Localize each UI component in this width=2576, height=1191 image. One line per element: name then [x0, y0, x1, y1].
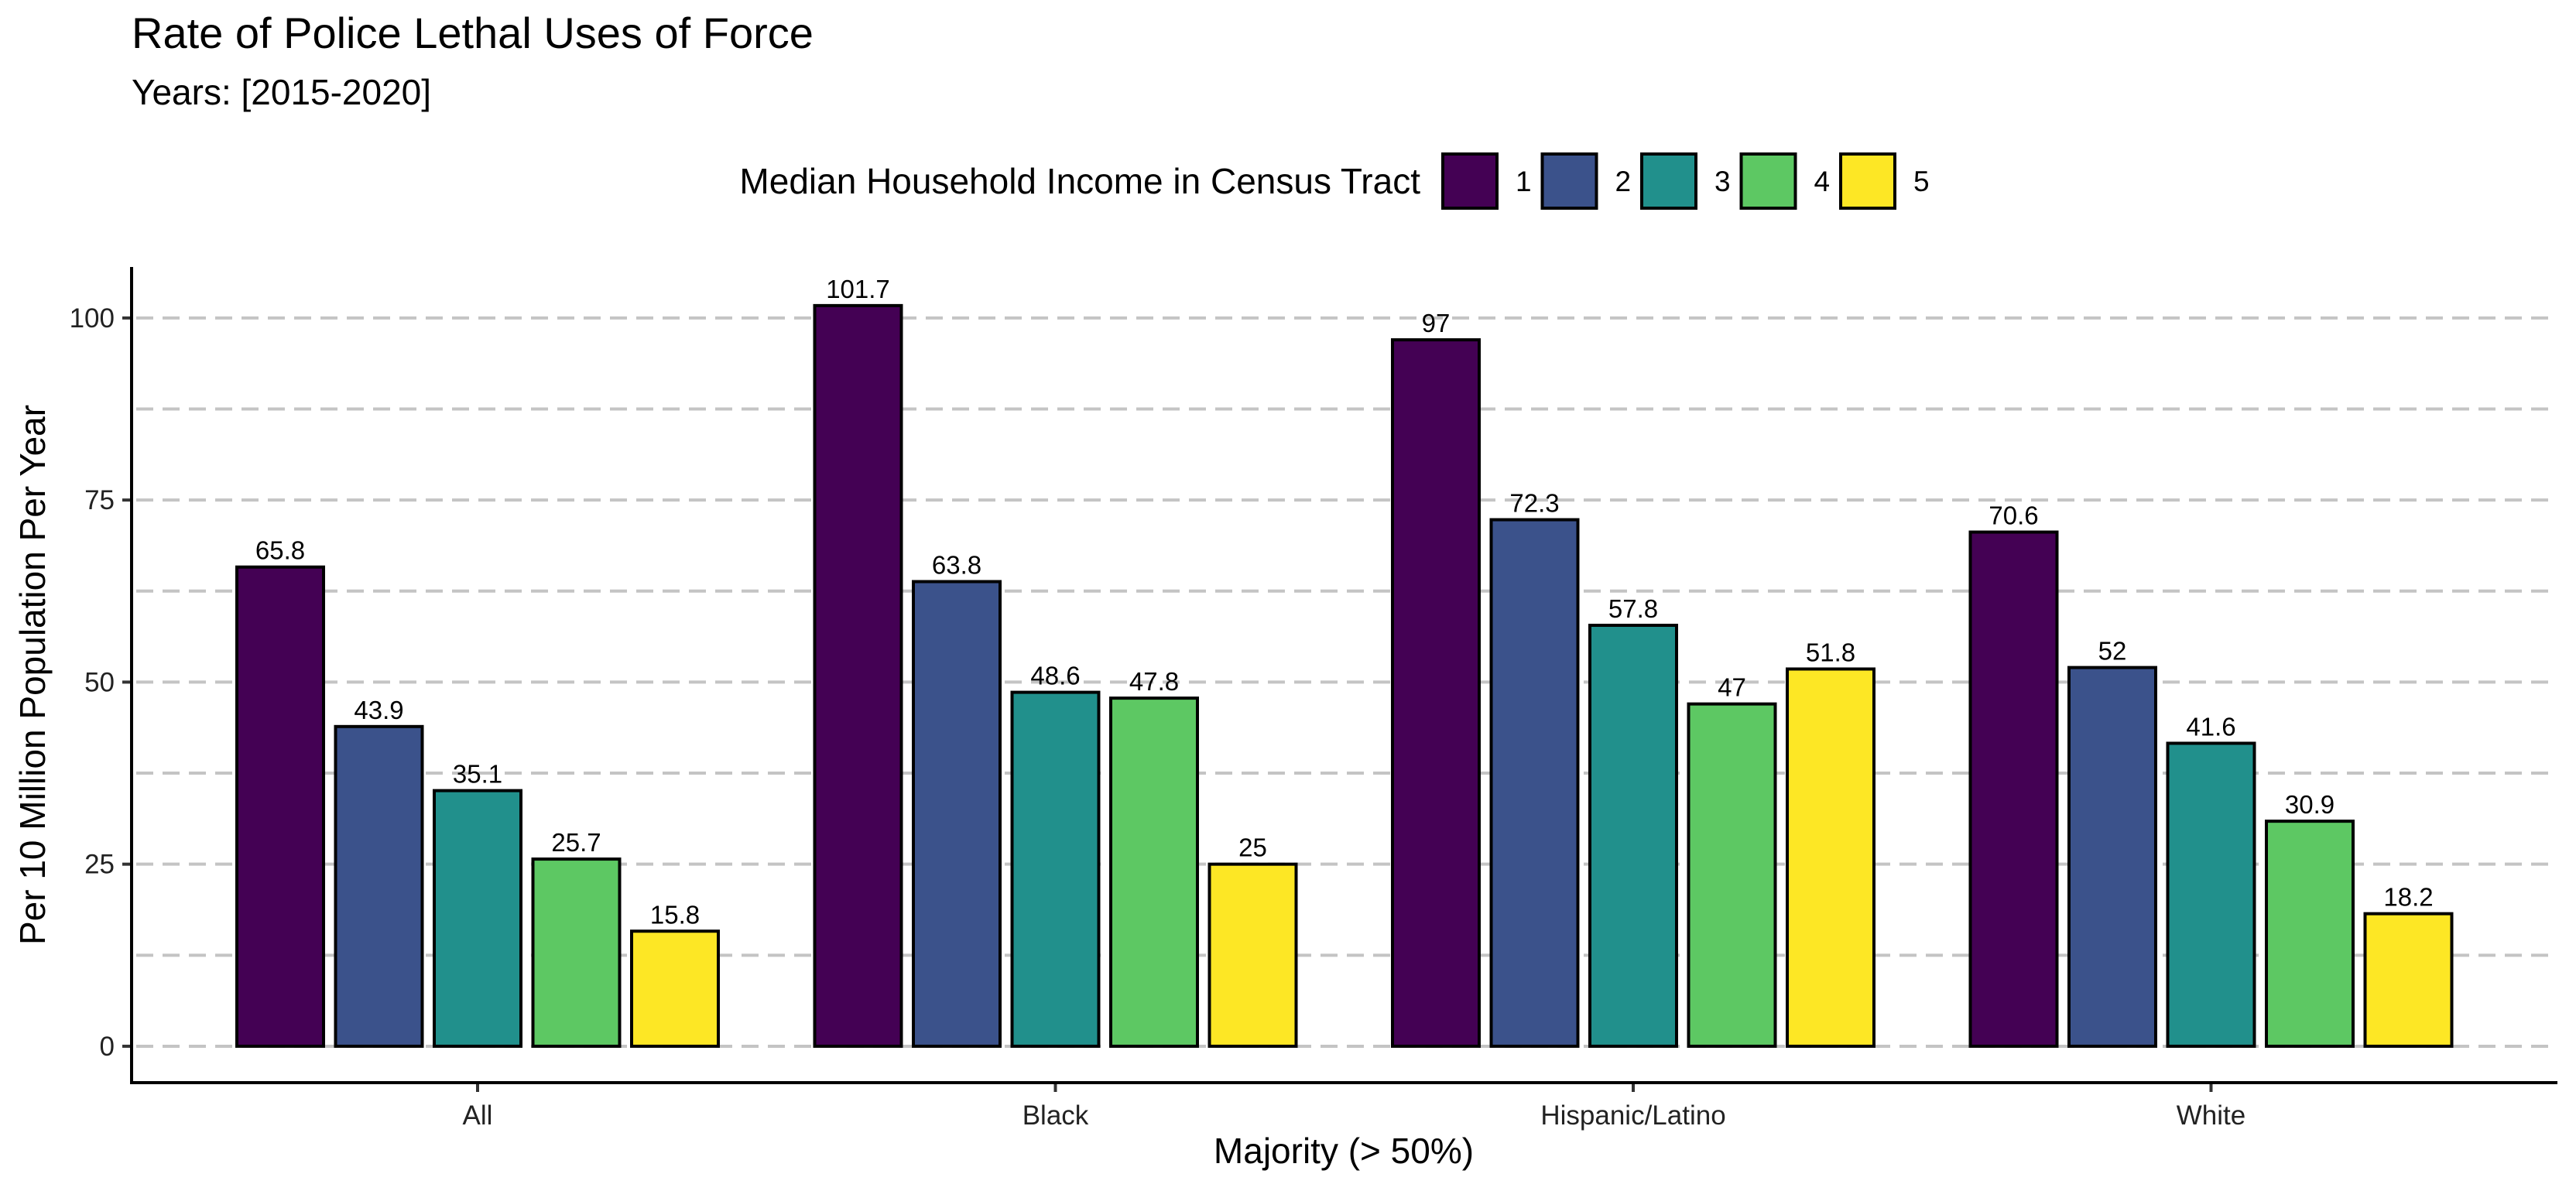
data-label: 35.1 — [453, 760, 502, 789]
bar — [2265, 820, 2355, 1048]
data-label: 70.6 — [1989, 501, 2038, 530]
data-label: 25 — [1238, 833, 1267, 862]
data-label: 57.8 — [1608, 594, 1658, 623]
y-axis-title: Per 10 Million Population Per Year — [12, 405, 53, 945]
bar — [1687, 702, 1777, 1048]
data-label: 48.6 — [1030, 662, 1080, 690]
data-label: 25.7 — [551, 828, 601, 857]
x-axis-ticks: All Black Hispanic/Latino White — [463, 1083, 2245, 1131]
legend-label: 4 — [1814, 166, 1831, 197]
y-axis-ticks: 0 25 50 75 100 — [70, 303, 132, 1062]
legend-key — [1441, 152, 1499, 210]
data-labels: 65.8 43.9 35.1 25.7 15.8 101.7 63.8 48.6 47.8 25 9… — [255, 275, 2434, 929]
y-tick-label: 75 — [84, 485, 115, 515]
chart-title: Rate of Police Lethal Uses of Force — [132, 9, 814, 57]
legend-label: 2 — [1615, 166, 1632, 197]
data-label: 47 — [1718, 673, 1746, 702]
legend-title: Median Household Income in Census Tract — [739, 161, 1420, 201]
bar — [531, 857, 622, 1048]
legend-label: 1 — [1516, 166, 1532, 197]
legend-key — [1739, 152, 1797, 210]
bar — [433, 789, 522, 1048]
bar — [1391, 338, 1481, 1048]
data-label: 72.3 — [1509, 489, 1559, 518]
chart-subtitle: Years: [2015-2020] — [132, 72, 431, 112]
bar — [2363, 912, 2454, 1048]
data-label: 30.9 — [2285, 790, 2334, 819]
data-label: 18.2 — [2383, 883, 2433, 912]
data-label: 15.8 — [650, 900, 700, 929]
y-tick-label: 25 — [84, 850, 115, 880]
data-label: 51.8 — [1806, 638, 1855, 666]
bar — [235, 565, 325, 1048]
legend-label: 3 — [1714, 166, 1731, 197]
x-tick-label: White — [2177, 1100, 2245, 1131]
legend: Median Household Income in Census Tract … — [739, 152, 1930, 210]
data-label: 63.8 — [932, 551, 981, 580]
bar — [813, 303, 903, 1048]
x-tick-label: Hispanic/Latino — [1540, 1100, 1725, 1131]
bar — [1010, 690, 1101, 1048]
legend-key — [1839, 152, 1896, 210]
y-tick-label: 50 — [84, 667, 115, 697]
bar — [1588, 624, 1678, 1048]
data-label: 101.7 — [826, 275, 890, 303]
y-tick-label: 100 — [70, 303, 115, 334]
y-tick-label: 0 — [100, 1032, 115, 1062]
bar — [912, 580, 1002, 1048]
bar — [630, 929, 720, 1048]
x-axis-title: Majority (> 50%) — [1214, 1131, 1474, 1171]
legend-label: 5 — [1913, 166, 1930, 197]
data-label: 52 — [2098, 637, 2127, 666]
bars — [235, 303, 2454, 1048]
data-label: 43.9 — [354, 696, 403, 724]
bar — [334, 724, 424, 1048]
bar — [2166, 741, 2256, 1048]
data-label: 41.6 — [2186, 712, 2235, 741]
legend-key — [1640, 152, 1697, 210]
data-label: 97 — [1422, 309, 1451, 337]
data-label: 47.8 — [1129, 667, 1179, 696]
data-label: 65.8 — [255, 536, 305, 565]
x-tick-label: All — [463, 1100, 493, 1131]
bar — [1109, 696, 1199, 1048]
x-tick-label: Black — [1023, 1100, 1089, 1131]
bar — [1786, 667, 1875, 1048]
legend-key — [1540, 152, 1598, 210]
bar — [1489, 518, 1580, 1048]
bar — [1208, 862, 1298, 1048]
bar — [2067, 666, 2157, 1048]
bar — [1968, 530, 2059, 1048]
